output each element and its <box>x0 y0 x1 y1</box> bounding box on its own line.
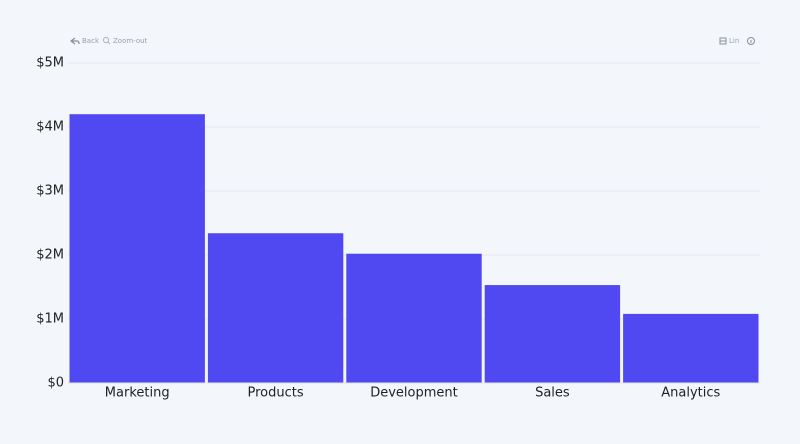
x-tick-label: Marketing <box>105 386 170 401</box>
back-button[interactable]: Back <box>70 37 100 45</box>
x-tick-label: Analytics <box>661 386 720 401</box>
y-tick-label: $5M <box>36 56 64 71</box>
zoom-icon-handle <box>107 41 111 45</box>
bar <box>69 114 205 383</box>
bar <box>484 285 621 383</box>
y-tick-label: $2M <box>36 248 64 263</box>
bar <box>346 253 482 383</box>
bar <box>623 313 759 383</box>
x-tick-label: Sales <box>535 386 570 401</box>
toolbar: Back Zoom-out Lin <box>70 36 755 45</box>
scale-label: Lin <box>729 37 739 45</box>
zoom-label: Zoom-out <box>113 37 148 45</box>
scale-button[interactable]: Lin <box>719 37 739 45</box>
y-tick-label: $4M <box>36 120 64 135</box>
x-tick-label: Development <box>370 386 458 401</box>
y-tick-label: $0 <box>47 376 64 391</box>
info-button[interactable] <box>747 37 755 45</box>
zoom-out-button[interactable]: Zoom-out <box>102 36 148 45</box>
y-tick-label: $3M <box>36 184 64 199</box>
bar <box>207 233 344 383</box>
zoom-icon <box>102 36 110 44</box>
back-icon <box>70 37 80 45</box>
info-icon <box>747 37 755 45</box>
x-tick-label: Products <box>248 386 304 401</box>
y-tick-label: $1M <box>36 312 64 327</box>
back-label: Back <box>82 37 100 45</box>
